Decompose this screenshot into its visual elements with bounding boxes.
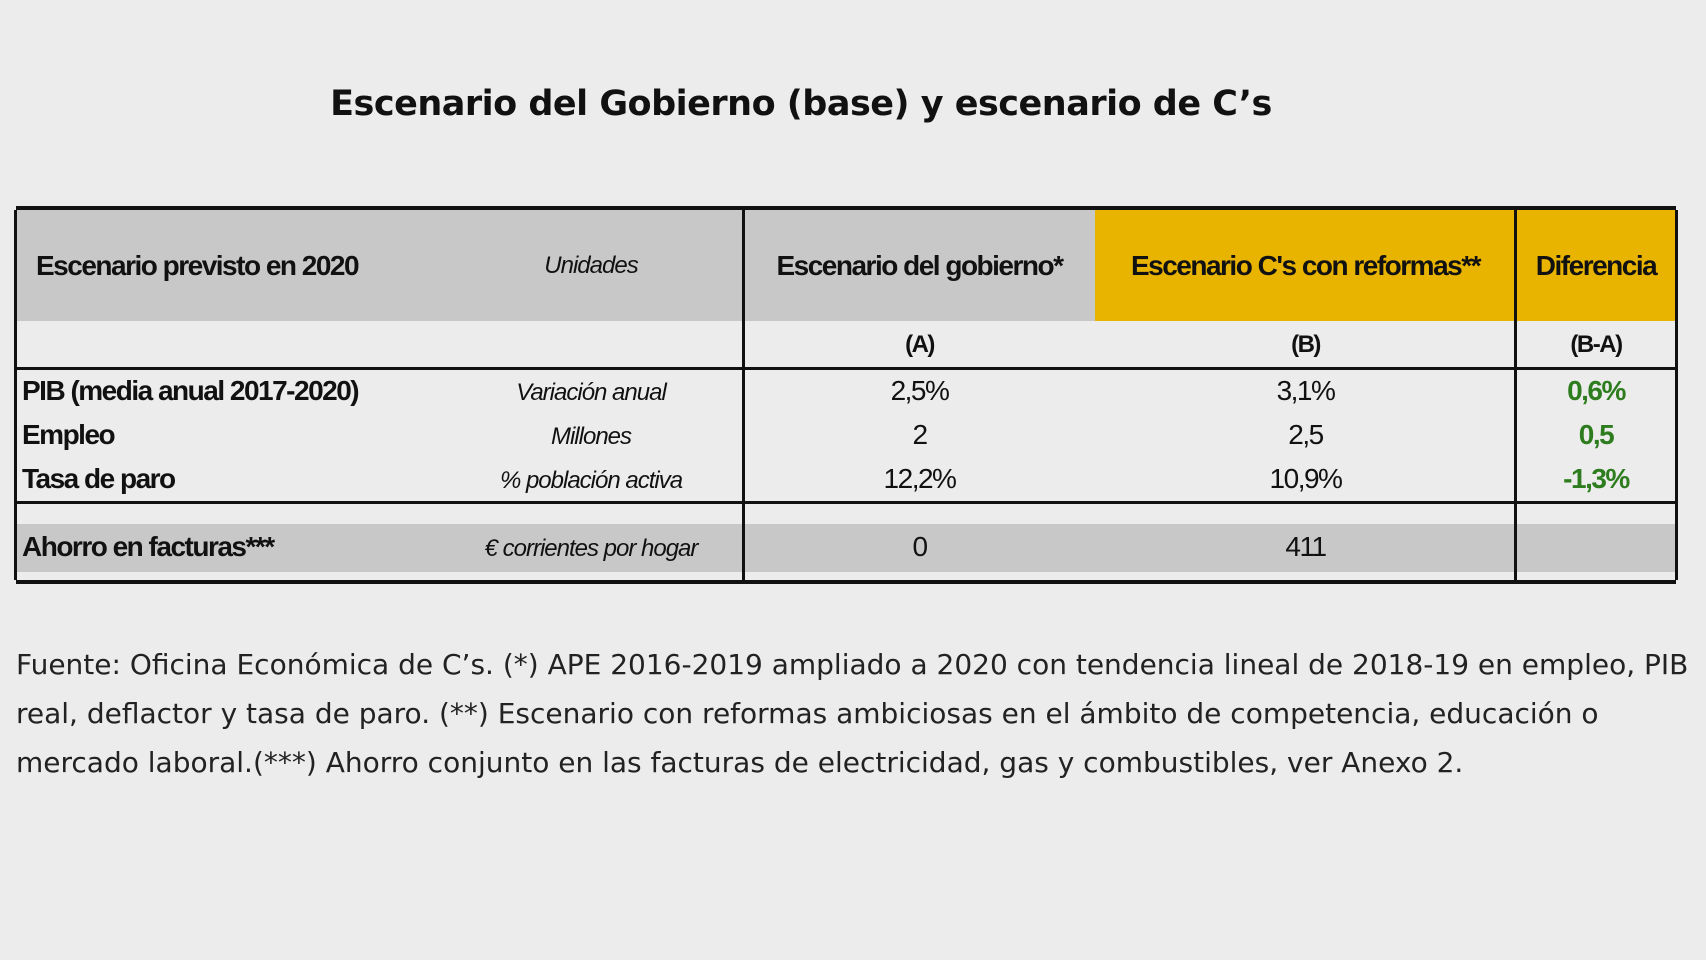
row-unit: Millones [550, 423, 632, 450]
row-unit: Variación anual [516, 379, 667, 406]
header-gov: Escenario del gobierno* [776, 249, 1064, 281]
row-label: PIB (media anual 2017-2020) [22, 375, 360, 406]
header-cs: Escenario C's con reformas** [1130, 249, 1482, 281]
header-gray-bg [16, 210, 1095, 321]
savings-unit: € corrientes por hogar [484, 535, 699, 562]
label-a: (A) [905, 330, 935, 358]
row-a: 2 [912, 419, 928, 450]
page-title: Escenario del Gobierno (base) y escenari… [330, 84, 1272, 124]
savings-label: Ahorro en facturas*** [22, 531, 275, 562]
scenario-table: Escenario previsto en 2020 Unidades Esce… [14, 206, 1678, 584]
row-b: 2,5 [1288, 419, 1324, 450]
header-diff: Diferencia [1535, 249, 1658, 281]
row-b: 10,9% [1269, 463, 1343, 494]
row-diff: 0,5 [1578, 419, 1615, 450]
row-unit: % población activa [499, 467, 683, 494]
header-yellow-bg [1095, 210, 1676, 321]
row-a: 12,2% [883, 463, 957, 494]
label-b: (B) [1291, 330, 1321, 358]
savings-row-bg [16, 524, 1676, 572]
savings-b: 411 [1285, 531, 1327, 562]
label-ba: (B-A) [1570, 330, 1623, 358]
header-scenario: Escenario previsto en 2020 [36, 249, 360, 281]
row-b: 3,1% [1276, 375, 1336, 406]
row-diff: 0,6% [1567, 375, 1626, 406]
savings-a: 0 [912, 531, 928, 562]
footnote: Fuente: Oficina Económica de C’s. (*) AP… [16, 648, 1689, 779]
row-label: Empleo [22, 419, 116, 450]
row-a: 2,5% [890, 375, 950, 406]
header-units: Unidades [544, 251, 638, 279]
row-diff: -1,3% [1563, 463, 1630, 494]
row-label: Tasa de paro [22, 463, 176, 494]
